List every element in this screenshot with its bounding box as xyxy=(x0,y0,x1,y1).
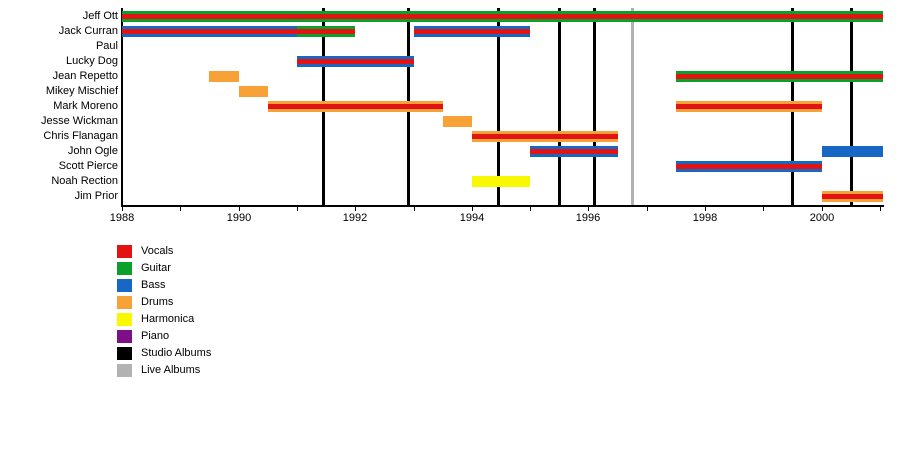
member-name-label: Mikey Mischief xyxy=(45,85,118,97)
x-axis-tick xyxy=(822,207,823,211)
timeline-bar-bass xyxy=(822,146,883,157)
legend-label: Piano xyxy=(141,330,170,342)
x-axis-tick xyxy=(763,207,764,211)
x-axis-label: 1988 xyxy=(109,212,135,224)
vocals-stripe xyxy=(676,104,822,109)
member-name-label: Jeff Ott xyxy=(82,10,118,22)
vocals-stripe xyxy=(822,194,883,199)
timeline-bar-drums xyxy=(209,71,239,82)
x-axis-tick xyxy=(472,207,473,211)
legend-swatch-harmonica xyxy=(117,313,132,326)
vocals-stripe xyxy=(297,59,414,64)
member-name-label: Jean Repetto xyxy=(52,70,118,82)
legend-label: Bass xyxy=(141,279,166,291)
vocals-stripe xyxy=(122,14,883,19)
x-axis-tick xyxy=(297,207,298,211)
legend-swatch-piano xyxy=(117,330,132,343)
vocals-stripe xyxy=(472,134,618,139)
x-axis-tick xyxy=(530,207,531,211)
timeline-bar-bass xyxy=(530,146,618,157)
vocals-stripe xyxy=(676,164,822,169)
x-axis-label: 1996 xyxy=(575,212,601,224)
x-axis-tick xyxy=(239,207,240,211)
x-axis-label: 1990 xyxy=(226,212,252,224)
vocals-stripe xyxy=(676,74,883,79)
x-axis-label: 2000 xyxy=(809,212,835,224)
timeline-bar-bass xyxy=(676,161,822,172)
member-name-label: Chris Flanagan xyxy=(43,130,118,142)
legend-swatch-bass xyxy=(117,279,132,292)
x-axis-tick xyxy=(705,207,706,211)
timeline-bar-drums xyxy=(822,191,883,202)
legend-label: Studio Albums xyxy=(141,347,212,359)
timeline-bar-drums xyxy=(239,86,268,97)
legend-label: Live Albums xyxy=(141,364,201,376)
timeline-bar-bass xyxy=(297,56,414,67)
member-name-label: Jim Prior xyxy=(74,190,118,202)
timeline-bar-bass xyxy=(414,26,530,37)
member-name-label: Paul xyxy=(95,40,118,52)
timeline-bar-bass xyxy=(122,26,297,37)
timeline-bar-harmonica xyxy=(472,176,530,187)
timeline-bar-drums xyxy=(268,101,443,112)
member-name-label: Scott Pierce xyxy=(58,160,118,172)
x-axis-label: 1998 xyxy=(692,212,718,224)
x-axis-tick xyxy=(647,207,648,211)
legend-swatch-guitar xyxy=(117,262,132,275)
x-axis-tick xyxy=(880,207,881,211)
legend-swatch-drums xyxy=(117,296,132,309)
x-axis-label: 1994 xyxy=(459,212,485,224)
vocals-stripe xyxy=(268,104,443,109)
studio-album-line xyxy=(497,8,500,205)
legend-label: Vocals xyxy=(141,245,174,257)
studio-album-line xyxy=(593,8,596,205)
vocals-stripe xyxy=(297,29,355,34)
member-name-label: Jack Curran xyxy=(58,25,118,37)
timeline-bar-drums xyxy=(472,131,618,142)
member-name-label: Noah Rection xyxy=(51,175,118,187)
studio-album-line xyxy=(850,8,853,205)
x-axis-tick xyxy=(588,207,589,211)
legend-swatch-vocals xyxy=(117,245,132,258)
member-name-label: John Ogle xyxy=(67,145,118,157)
timeline-bar-drums xyxy=(443,116,472,127)
member-name-label: Mark Moreno xyxy=(53,100,118,112)
legend-swatch-studio_album xyxy=(117,347,132,360)
live-album-line xyxy=(631,8,634,205)
studio-album-line xyxy=(558,8,561,205)
x-axis-tick xyxy=(414,207,415,211)
legend-label: Drums xyxy=(141,296,174,308)
timeline-bar-guitar xyxy=(676,71,883,82)
legend-swatch-live_album xyxy=(117,364,132,377)
x-axis-line xyxy=(121,205,884,207)
x-axis-label: 1992 xyxy=(342,212,368,224)
vocals-stripe xyxy=(122,29,297,34)
timeline-bar-drums xyxy=(676,101,822,112)
legend-label: Harmonica xyxy=(141,313,195,325)
x-axis-tick xyxy=(180,207,181,211)
timeline-bar-guitar xyxy=(122,11,883,22)
vocals-stripe xyxy=(530,149,618,154)
x-axis-tick xyxy=(355,207,356,211)
timeline-bar-guitar xyxy=(297,26,355,37)
vocals-stripe xyxy=(414,29,530,34)
member-name-label: Lucky Dog xyxy=(66,55,118,67)
member-name-label: Jesse Wickman xyxy=(40,115,118,127)
x-axis-tick xyxy=(122,207,123,211)
legend-label: Guitar xyxy=(141,262,171,274)
plot-left-border xyxy=(121,8,123,207)
